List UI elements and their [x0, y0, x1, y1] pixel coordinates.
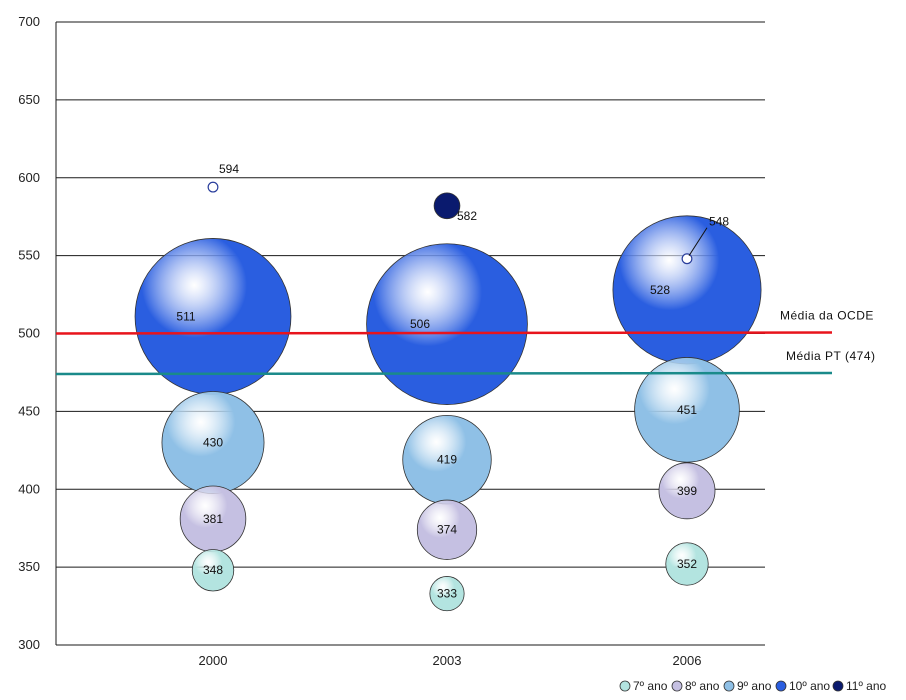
y-tick-label-300: 300 [18, 637, 40, 652]
legend-item-7-ano: 7º ano [619, 679, 668, 693]
data-label-9-ano-2006: 451 [677, 403, 697, 417]
data-label-9-ano-2003: 419 [437, 453, 457, 467]
reference-label-m-dia-pt-474: Média PT (474) [786, 349, 875, 363]
data-label-8-ano-2000: 381 [203, 512, 223, 526]
legend-item-8-ano: 8º ano [671, 679, 720, 693]
data-label-7-ano-2006: 352 [677, 557, 697, 571]
legend-marker-11-ano [832, 680, 844, 692]
y-tick-label-600: 600 [18, 170, 40, 185]
reference-line-m-dia-pt-474 [55, 371, 833, 376]
legend-item-11-ano: 11º ano [832, 679, 887, 693]
data-label-7-ano-2000: 348 [203, 563, 223, 577]
legend-item-9-ano: 9º ano [723, 679, 772, 693]
y-tick-label-400: 400 [18, 481, 40, 496]
bubble-7-ano-2000 [191, 549, 235, 592]
x-tick-label-2000: 2000 [199, 653, 228, 668]
bubble-10-ano-2006 [612, 215, 762, 365]
reference-lines: Média da OCDE Média PT (474) [55, 309, 875, 376]
bubble-11-ano-2006 [681, 253, 693, 265]
data-label-8-ano-2003: 374 [437, 523, 457, 537]
bubble-10-ano-2003 [366, 243, 528, 405]
legend-marker-8-ano [671, 680, 683, 692]
reference-label-m-dia-da-ocde: Média da OCDE [780, 309, 874, 323]
bubble-7-ano-2003 [429, 576, 465, 612]
bubble-8-ano-2006 [658, 462, 716, 520]
x-tick-label-2003: 2003 [433, 653, 462, 668]
legend-item-10-ano: 10º ano [775, 679, 830, 693]
y-tick-label-500: 500 [18, 326, 40, 341]
data-label-8-ano-2006: 399 [677, 484, 697, 498]
reference-line-m-dia-da-ocde [55, 331, 833, 335]
leader-line-548 [688, 227, 708, 257]
bubble-7-ano-2006 [665, 542, 709, 586]
bubble-9-ano-2006 [634, 357, 740, 463]
legend-label-10-ano: 10º ano [789, 679, 830, 693]
bubble-8-ano-2003 [416, 499, 478, 560]
legend-label-9-ano: 9º ano [737, 679, 772, 693]
y-tick-label-700: 700 [18, 14, 40, 29]
bubble-11-ano-2003 [433, 192, 461, 220]
data-label-11-ano-2000: 594 [219, 162, 239, 176]
y-tick-label-450: 450 [18, 403, 40, 418]
data-label-10-ano-2003: 506 [410, 317, 430, 331]
data-label-9-ano-2000: 430 [203, 436, 223, 450]
legend-marker-9-ano [723, 680, 735, 692]
legend-label-7-ano: 7º ano [633, 679, 668, 693]
bubble-10-ano-2000 [134, 238, 292, 395]
y-tick-label-650: 650 [18, 92, 40, 107]
data-labels: 348 333 352 381 374 399 430 419 451 511 506 528 594 5… [176, 162, 729, 601]
bubble-11-ano-2000 [207, 181, 219, 193]
legend-marker-10-ano [775, 680, 787, 692]
bubbles [134, 181, 762, 612]
y-tick-label-550: 550 [18, 248, 40, 263]
data-label-10-ano-2006: 528 [650, 283, 670, 297]
axes: 300 350 400 450 500 550 600 650 700 2000 2003 2006 [18, 14, 701, 668]
legend-label-8-ano: 8º ano [685, 679, 720, 693]
data-label-11-ano-2006: 548 [709, 215, 729, 229]
x-tick-label-2006: 2006 [673, 653, 702, 668]
legend: 7º ano 8º ano 9º ano 10º ano 11º ano [619, 679, 887, 693]
y-tick-label-350: 350 [18, 559, 40, 574]
data-label-11-ano-2003: 582 [457, 209, 477, 223]
legend-marker-7-ano [619, 680, 631, 692]
data-label-10-ano-2000: 511 [176, 309, 195, 323]
data-label-7-ano-2003: 333 [437, 587, 457, 601]
legend-label-11-ano: 11º ano [846, 679, 887, 693]
